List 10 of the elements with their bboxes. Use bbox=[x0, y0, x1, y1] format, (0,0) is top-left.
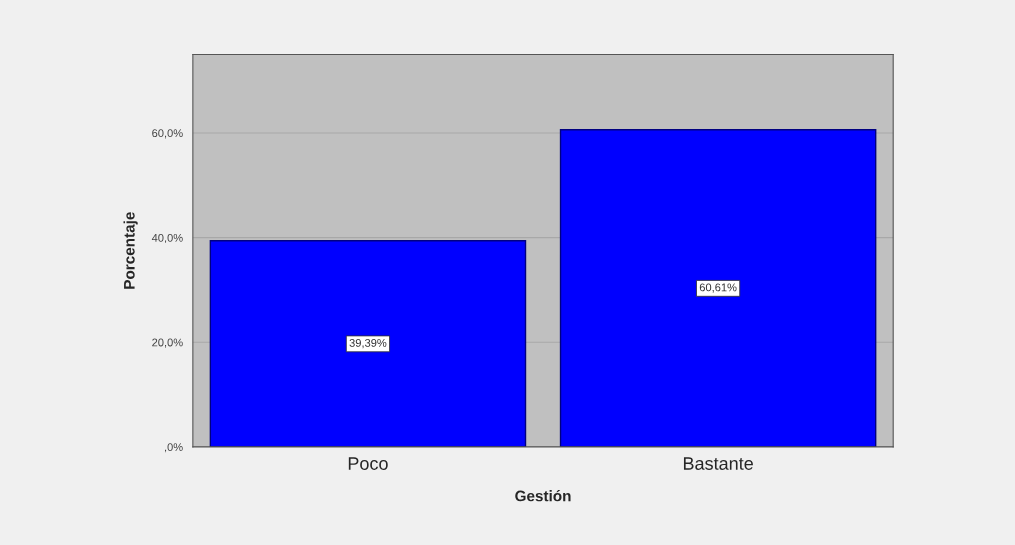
data-label: 60,61% bbox=[699, 283, 737, 293]
y-tick-label: ,0% bbox=[164, 443, 183, 453]
x-tick-label: Poco bbox=[348, 457, 388, 470]
y-axis-title: Porcentaje bbox=[123, 212, 138, 289]
x-axis-title: Gestión bbox=[515, 489, 571, 502]
y-tick-label: 60,0% bbox=[152, 129, 183, 139]
data-label: 39,39% bbox=[349, 338, 387, 349]
x-tick-label: Bastante bbox=[683, 457, 753, 470]
y-tick-label: 20,0% bbox=[152, 338, 183, 348]
y-tick-label: 40,0% bbox=[151, 233, 183, 244]
